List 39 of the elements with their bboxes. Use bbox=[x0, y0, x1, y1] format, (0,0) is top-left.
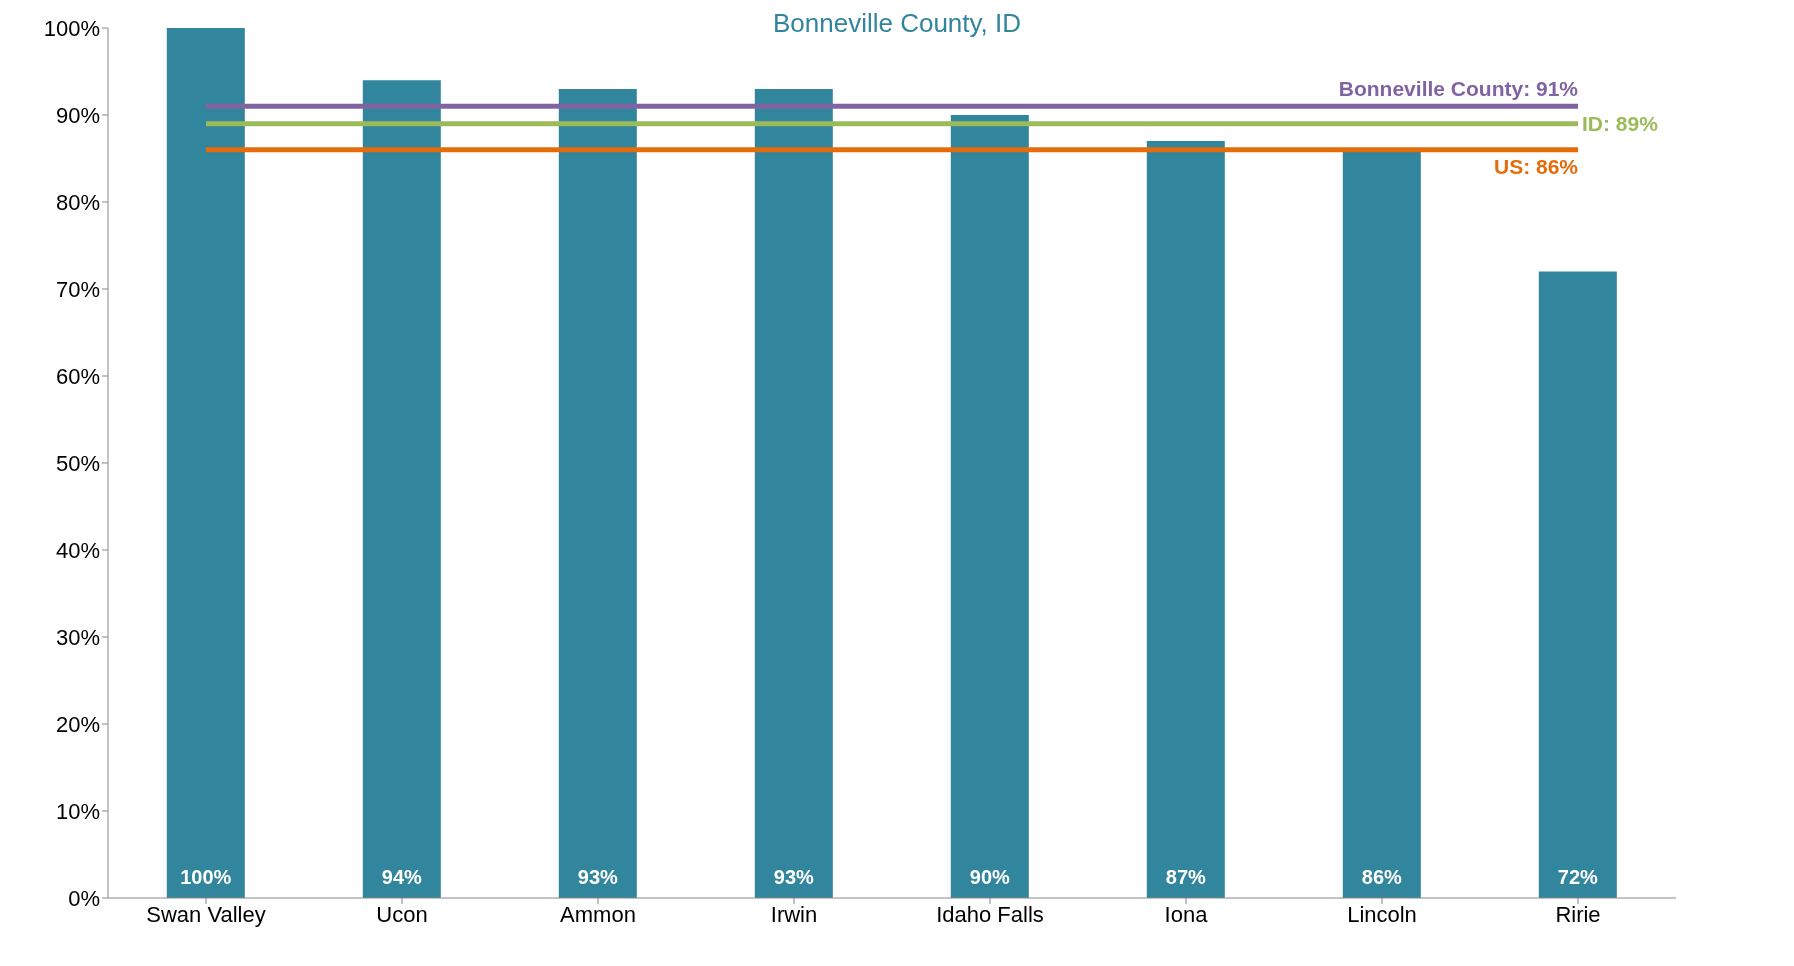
y-tick-label: 0% bbox=[68, 885, 100, 911]
data-label: 87% bbox=[1165, 866, 1207, 888]
bar bbox=[1538, 271, 1617, 898]
ref-line-label: US: 86% bbox=[1493, 154, 1579, 178]
x-tick-label: Ririe bbox=[1555, 901, 1601, 927]
data-label: 100% bbox=[180, 866, 232, 888]
chart-title: Bonneville County, ID bbox=[772, 8, 1022, 38]
y-tick-label: 30% bbox=[55, 624, 100, 650]
bar bbox=[1146, 141, 1225, 898]
y-tick-label: 100% bbox=[43, 15, 100, 41]
bar bbox=[558, 88, 637, 898]
y-tick-label: 50% bbox=[55, 450, 100, 476]
data-label: 93% bbox=[577, 866, 619, 888]
x-tick-label: Irwin bbox=[770, 901, 818, 927]
data-label: 86% bbox=[1361, 866, 1403, 888]
data-label: 90% bbox=[969, 866, 1011, 888]
y-tick-label: 20% bbox=[55, 711, 100, 737]
x-tick-label: Iona bbox=[1164, 901, 1209, 927]
bar bbox=[166, 28, 245, 898]
y-tick-label: 90% bbox=[55, 102, 100, 128]
y-tick-label: 10% bbox=[55, 798, 100, 824]
y-tick-label: 80% bbox=[55, 189, 100, 215]
x-tick-label: Idaho Falls bbox=[936, 901, 1044, 927]
y-tick-label: 60% bbox=[55, 363, 100, 389]
x-tick-label: Swan Valley bbox=[146, 901, 266, 927]
x-tick-label: Lincoln bbox=[1347, 901, 1417, 927]
data-label: 94% bbox=[381, 866, 423, 888]
bar bbox=[754, 88, 833, 898]
bar bbox=[362, 80, 441, 898]
bar bbox=[950, 115, 1029, 898]
y-tick-label: 70% bbox=[55, 276, 100, 302]
data-label: 93% bbox=[773, 866, 815, 888]
bar bbox=[1342, 149, 1421, 898]
ref-line-label: Bonneville County: 91% bbox=[1338, 77, 1579, 101]
ref-line-label: ID: 89% bbox=[1582, 111, 1659, 135]
y-tick-label: 40% bbox=[55, 537, 100, 563]
x-tick-label: Ammon bbox=[560, 901, 636, 927]
data-label: 72% bbox=[1557, 866, 1599, 888]
x-tick-label: Ucon bbox=[376, 901, 428, 927]
